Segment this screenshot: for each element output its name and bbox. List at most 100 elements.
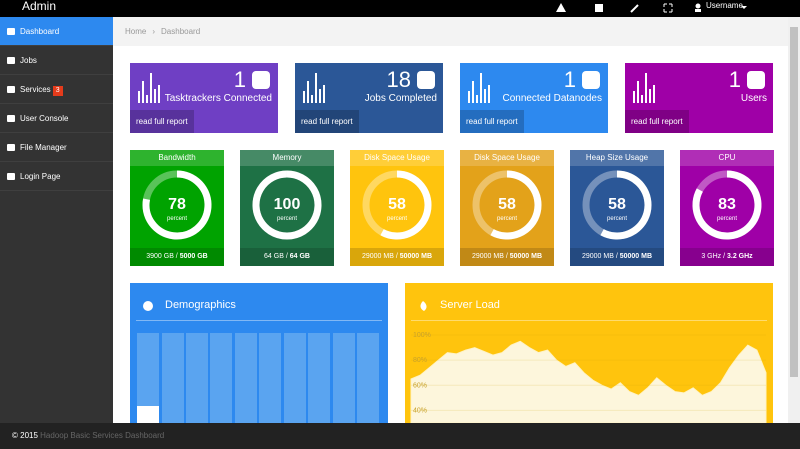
user-menu[interactable]: Username — [706, 1, 743, 10]
user-icon — [695, 3, 701, 9]
gauge-unit: percent — [717, 216, 737, 222]
spark-bar — [472, 81, 474, 103]
panel-title: Demographics — [165, 299, 236, 311]
gauge-used: 64 GB / — [264, 253, 288, 260]
nav-icon — [7, 115, 15, 122]
alert-icon[interactable] — [556, 3, 566, 12]
gauge-title: Disk Space Usage — [460, 150, 554, 166]
nav-item[interactable]: Dashboard — [0, 17, 113, 46]
gauge-used: 29000 MB / — [471, 253, 508, 260]
nav-item[interactable]: User Console — [0, 104, 113, 133]
stat-art — [633, 71, 765, 103]
spark-bar — [488, 85, 490, 103]
gauge-arc — [490, 170, 542, 240]
y-tick-label: 60% — [413, 382, 427, 389]
gauge-card: Memory 100 percent 64 GB / 64 GB — [240, 150, 334, 266]
stat-value: 1 — [563, 67, 576, 92]
gauge-card: CPU 83 percent 3 GHz / 3.2 GHz — [680, 150, 774, 266]
report-link[interactable]: read full report — [295, 110, 359, 133]
stat-card: 1 Tasktrackers Connected read full report — [130, 63, 278, 133]
toolbar-icons — [556, 3, 747, 13]
stat-card: 1 Connected Datanodes read full report — [460, 63, 608, 133]
stat-art — [303, 71, 435, 103]
gauge-value: 58 — [498, 196, 516, 213]
spark-bar — [142, 81, 144, 103]
stat-label: Jobs Completed — [364, 93, 437, 104]
stat-card: 1 Users read full report — [625, 63, 773, 133]
expand-icon[interactable] — [663, 3, 673, 13]
spark-bar — [303, 91, 305, 103]
gauge-title: Memory — [240, 150, 334, 166]
gauge-value: 58 — [388, 196, 406, 213]
report-link[interactable]: read full report — [130, 110, 194, 133]
footer: © 2015 Hadoop Basic Services Dashboard — [0, 423, 800, 449]
gauge-arc — [142, 170, 212, 240]
spark-bar — [480, 73, 482, 103]
nav-icon — [7, 173, 15, 180]
gauge-card: Disk Space Usage 58 percent 29000 MB / 5000… — [460, 150, 554, 266]
gauge-title: Heap Size Usage — [570, 150, 664, 166]
sidebar: Dashboard Jobs Services 3 User Console File M… — [0, 17, 113, 423]
spark-bar — [645, 73, 647, 103]
gauge-footer: 3900 GB / 5000 GB — [130, 248, 224, 266]
gauge-unit: percent — [607, 216, 627, 222]
gauge-value: 78 — [168, 196, 186, 213]
stat-icon — [252, 71, 270, 89]
load-area — [410, 340, 767, 423]
crumb-current: Dashboard — [161, 27, 201, 36]
gauge-used: 3900 GB / — [146, 253, 178, 260]
gauge-value: 83 — [718, 196, 736, 213]
nav-icon — [7, 86, 15, 93]
gauge-footer: 29000 MB / 50000 MB — [460, 248, 554, 266]
gauge-footer: 29000 MB / 50000 MB — [570, 248, 664, 266]
gauge-card: Bandwidth 78 percent 3900 GB / 5000 GB — [130, 150, 224, 266]
gauge-donut: 58 percent — [582, 170, 652, 240]
spark-bar — [158, 85, 160, 103]
brand[interactable]: Admin — [22, 0, 57, 13]
server-load-chart: 100% 80% 60% 40% — [410, 301, 767, 423]
gauge-total: 50000 MB — [619, 253, 653, 260]
spark-bar — [468, 91, 470, 103]
gauge-unit: percent — [387, 216, 407, 222]
nav-label: User Console — [20, 114, 69, 123]
nav-item[interactable]: Services 3 — [0, 75, 113, 104]
nav-item[interactable]: File Manager — [0, 133, 113, 162]
gauge-value: 100 — [274, 196, 301, 213]
gauge-arc — [252, 170, 322, 240]
demographics-panel: Demographics — [130, 283, 388, 423]
gauge-donut: 58 percent — [472, 170, 542, 240]
stat-icon — [747, 71, 765, 89]
gauge-used: 29000 MB / — [361, 253, 398, 260]
nav-item[interactable]: Jobs — [0, 46, 113, 75]
spark-bar — [484, 89, 486, 103]
breadcrumb: Home › Dashboard — [113, 17, 788, 46]
gauge-title: Bandwidth — [130, 150, 224, 166]
nav-label: Login Page — [20, 172, 61, 181]
gauge-footer: 29000 MB / 50000 MB — [350, 248, 444, 266]
wrench-icon[interactable] — [630, 4, 639, 13]
spark-bar — [311, 95, 313, 103]
gauge-used: 3 GHz / — [701, 253, 726, 260]
nav-badge: 3 — [52, 86, 63, 96]
list-icon[interactable] — [595, 4, 603, 12]
spark-bar — [150, 73, 152, 103]
crumb-home[interactable]: Home — [125, 27, 147, 36]
footer-text: Hadoop Basic Services Dashboard — [40, 431, 165, 440]
stat-art — [138, 71, 270, 103]
panel-title: Server Load — [440, 299, 500, 311]
gauge-card: Heap Size Usage 58 percent 29000 MB / 50000… — [570, 150, 664, 266]
gauge-arc — [692, 170, 762, 240]
report-link[interactable]: read full report — [460, 110, 524, 133]
nav-label: File Manager — [20, 143, 67, 152]
scrollbar[interactable] — [788, 17, 800, 423]
gauge-total: 64 GB — [289, 253, 310, 260]
server-load-panel: 100% 80% 60% 40% Server Load — [405, 283, 773, 423]
footer-year: © 2015 — [12, 431, 38, 440]
stat-label: Tasktrackers Connected — [164, 93, 272, 104]
spark-bar — [653, 85, 655, 103]
spark-bar — [641, 95, 643, 103]
report-link[interactable]: read full report — [625, 110, 689, 133]
nav-item[interactable]: Login Page — [0, 162, 113, 191]
gauge-unit: percent — [167, 216, 187, 222]
nav-label: Dashboard — [20, 27, 60, 36]
